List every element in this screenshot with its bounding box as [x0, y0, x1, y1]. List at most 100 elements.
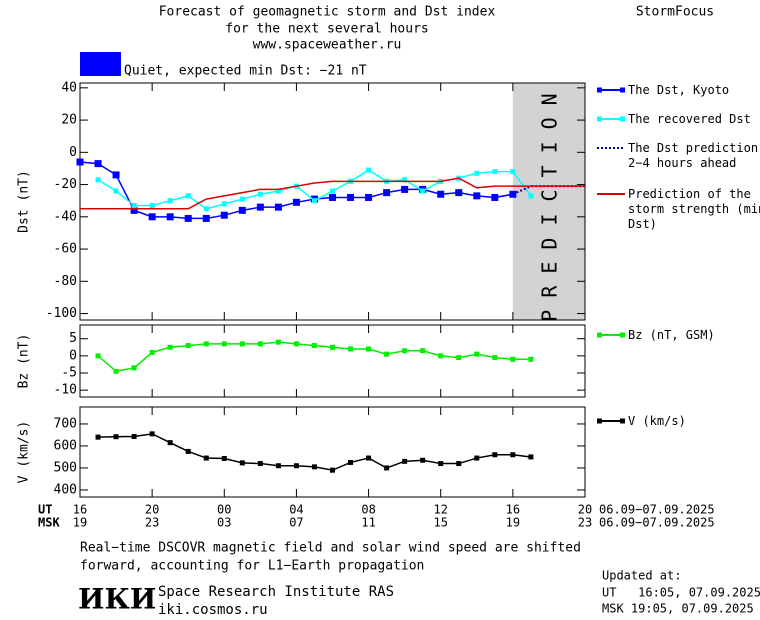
marker — [148, 213, 156, 221]
x-tick-label: 04 — [289, 503, 303, 517]
prediction-band — [512, 83, 585, 320]
marker — [167, 440, 173, 446]
marker — [113, 368, 119, 374]
marker — [202, 214, 210, 222]
marker — [492, 169, 498, 175]
legend-label: Prediction of the storm strength (min Dst) — [628, 187, 760, 231]
x-tick-label: 12 — [433, 503, 447, 517]
marker — [456, 461, 462, 467]
x-tick-label: 16 — [506, 503, 520, 517]
marker — [274, 203, 282, 211]
legend-marker — [597, 418, 602, 424]
y-tick-label: 0 — [69, 348, 77, 363]
marker — [185, 448, 191, 454]
x2-tick-label: 23 — [145, 516, 159, 530]
marker — [420, 188, 426, 194]
marker — [510, 169, 516, 175]
legend-marker — [597, 87, 602, 93]
marker — [149, 203, 155, 209]
marker — [402, 177, 408, 183]
marker — [474, 351, 480, 357]
marker — [167, 344, 173, 350]
marker — [365, 193, 373, 201]
title: www.spaceweather.ru — [253, 38, 402, 53]
legend-marker — [620, 418, 625, 424]
marker — [185, 193, 191, 199]
logo: ИКИ — [78, 583, 156, 616]
marker — [293, 341, 299, 347]
y-axis-label: Bz (nT) — [17, 334, 32, 389]
marker — [131, 365, 137, 371]
marker — [510, 452, 516, 458]
marker — [185, 343, 191, 349]
marker — [275, 339, 281, 345]
marker — [94, 160, 102, 168]
marker — [347, 193, 355, 201]
y-tick-label: 20 — [61, 113, 77, 128]
x-date-label: 06.09−07.09.2025 — [599, 516, 715, 530]
x-row-label: UT — [38, 503, 52, 517]
marker — [239, 341, 245, 347]
marker — [528, 193, 534, 199]
marker — [203, 206, 209, 212]
updated-label: Updated at: — [602, 569, 681, 583]
y-tick-label: 0 — [69, 145, 77, 160]
site: iki.cosmos.ru — [158, 602, 268, 618]
x-row-label: MSK — [38, 516, 60, 530]
marker — [330, 188, 335, 194]
y-tick-label: -40 — [54, 209, 77, 224]
status-swatch — [80, 52, 121, 76]
x-date-label: 06.09−07.09.2025 — [599, 503, 715, 517]
legend-label: The recovered Dst — [628, 112, 751, 126]
marker — [402, 458, 408, 464]
marker — [491, 193, 499, 201]
x-tick-label: 16 — [73, 503, 87, 517]
marker — [383, 189, 391, 197]
x-tick-label: 20 — [145, 503, 159, 517]
marker — [112, 171, 120, 179]
legend-marker — [597, 116, 602, 122]
legend-marker — [620, 116, 625, 122]
marker — [528, 356, 534, 362]
title: for the next several hours — [225, 22, 429, 37]
y-tick-label: 40 — [61, 80, 77, 95]
marker — [366, 455, 372, 461]
updated: UT 16:05, 07.09.2025 — [602, 586, 760, 600]
note: Real−time DSCOVR magnetic field and sola… — [80, 541, 581, 556]
plot-frame — [79, 82, 586, 321]
title: Forecast of geomagnetic storm and Dst in… — [159, 5, 496, 20]
marker — [456, 355, 462, 361]
marker — [473, 192, 481, 200]
x-tick-label: 08 — [361, 503, 375, 517]
marker — [384, 465, 390, 471]
marker — [239, 460, 245, 466]
marker — [330, 467, 335, 473]
marker — [329, 193, 336, 201]
plot-frame — [79, 324, 586, 398]
marker — [257, 341, 263, 347]
marker — [420, 348, 426, 354]
band-label: PREDICTION — [537, 81, 561, 321]
marker — [76, 158, 84, 166]
marker — [384, 351, 390, 357]
x2-tick-label: 15 — [433, 516, 447, 530]
marker — [492, 452, 498, 458]
marker — [510, 356, 516, 362]
marker — [311, 198, 317, 204]
plot-frame — [79, 406, 586, 498]
marker — [257, 461, 263, 467]
marker — [166, 213, 174, 221]
marker — [95, 434, 101, 440]
y-tick-label: -20 — [54, 177, 77, 192]
marker — [130, 206, 138, 214]
marker — [221, 201, 227, 207]
y-tick-label: -5 — [61, 366, 77, 381]
marker — [220, 211, 228, 219]
y-tick-label: -80 — [54, 274, 77, 289]
marker — [113, 434, 119, 440]
marker — [420, 457, 426, 463]
marker — [330, 344, 335, 350]
brand: StormFocus — [636, 5, 714, 20]
marker — [238, 206, 246, 214]
